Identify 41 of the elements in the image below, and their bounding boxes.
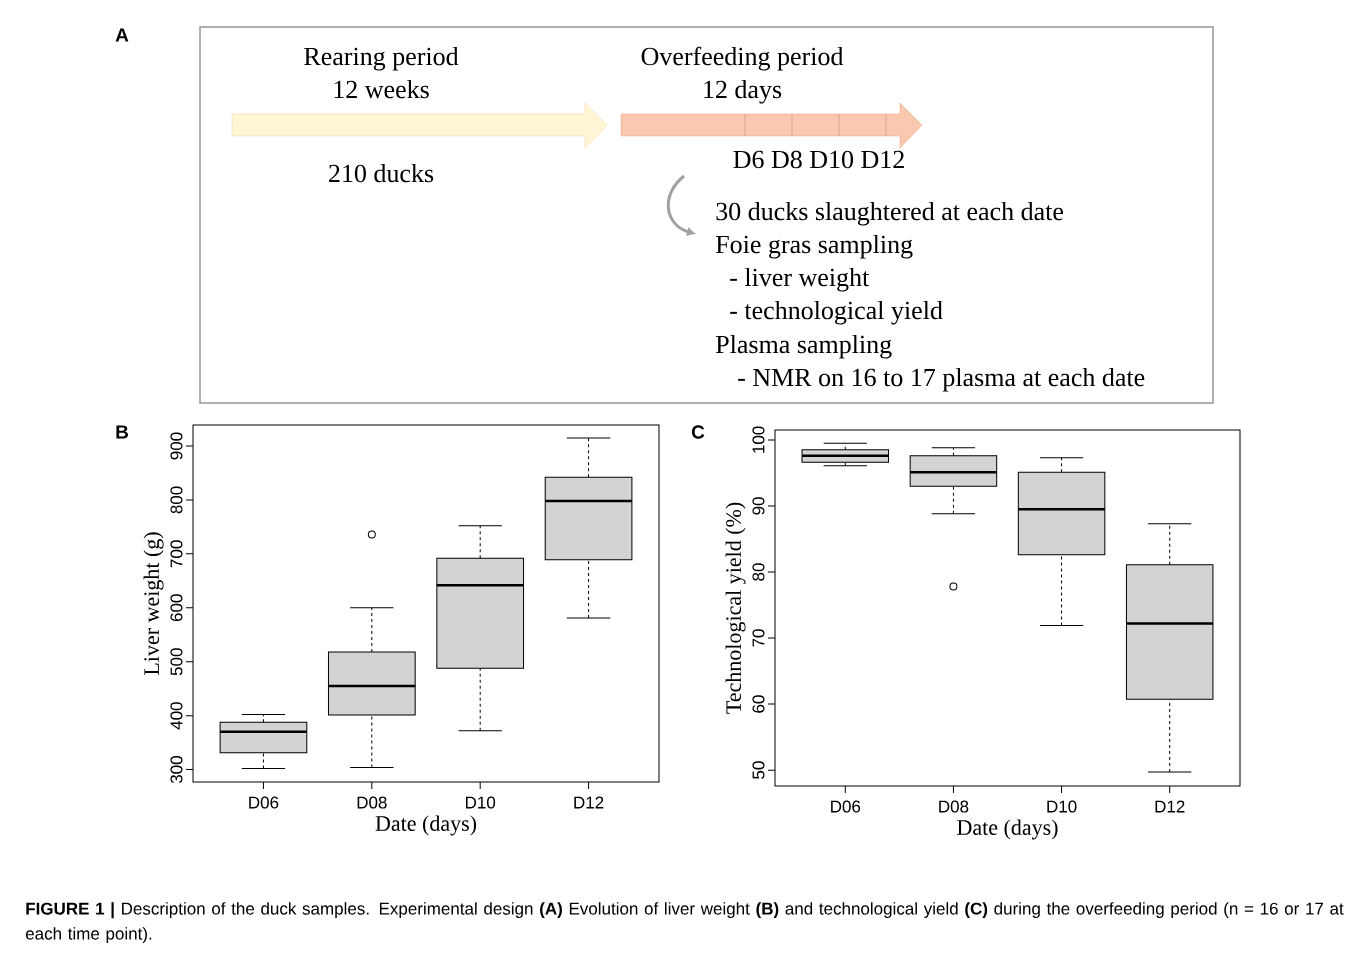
y-tick-label: 600 xyxy=(170,594,183,622)
text: Plasma sampling xyxy=(715,334,892,359)
x-tick-label: D08 xyxy=(939,800,969,813)
chart-title: B xyxy=(116,425,129,439)
y-tick-label: 500 xyxy=(170,648,183,676)
y-tick-label: 60 xyxy=(752,695,765,713)
y-axis-title: Technological yield (%) xyxy=(725,502,746,714)
y-tick-label: 900 xyxy=(170,432,183,460)
x-tick-label: D06 xyxy=(249,796,279,809)
y-tick-label: 80 xyxy=(752,563,765,581)
text: 12 days xyxy=(704,79,782,104)
x-tick-label: D06 xyxy=(831,800,861,813)
y-axis-title: Liver weight (g) xyxy=(143,532,164,675)
text: Overfeeding period xyxy=(641,46,844,71)
y-tick-label: 70 xyxy=(752,629,765,647)
text: A xyxy=(115,28,129,42)
y-tick-label: 700 xyxy=(170,540,183,568)
y-tick-label: 800 xyxy=(170,486,183,514)
text: - NMR on 16 to 17 plasma at each date xyxy=(738,367,1145,392)
text: D6 D8 D10 D12 xyxy=(733,150,904,169)
x-axis-title: Date (days) xyxy=(375,815,477,836)
text: Foie gras sampling xyxy=(715,234,913,259)
text: Rearing period xyxy=(304,46,459,71)
x-tick-label: D10 xyxy=(1047,800,1077,813)
text: - liver weight xyxy=(730,267,870,292)
x-tick-label: D12 xyxy=(574,796,604,809)
x-tick-label: D10 xyxy=(465,796,496,809)
y-tick-label: 300 xyxy=(170,756,183,784)
x-tick-label: D12 xyxy=(1155,800,1185,813)
y-tick-label: 50 xyxy=(752,761,765,779)
text: - technological yield xyxy=(730,300,943,325)
x-axis-title: Date (days) xyxy=(957,819,1058,840)
y-tick-label: 90 xyxy=(752,497,765,515)
text: 12 weeks xyxy=(334,79,429,99)
x-tick-label: D08 xyxy=(357,796,387,809)
y-tick-label: 400 xyxy=(170,702,183,730)
y-tick-label: 100 xyxy=(752,426,765,453)
text: FIGURE 1 | Description of the duck samples. Experimental design (A) Evolution of liver weight (B) and technological yield (C) during the overfeeding period (n = 16 or 17 at each time point). xyxy=(25,902,1344,944)
chart-title: C xyxy=(691,425,705,439)
text: 210 ducks xyxy=(329,163,434,183)
text: 30 ducks slaughtered at each date xyxy=(716,201,1064,226)
